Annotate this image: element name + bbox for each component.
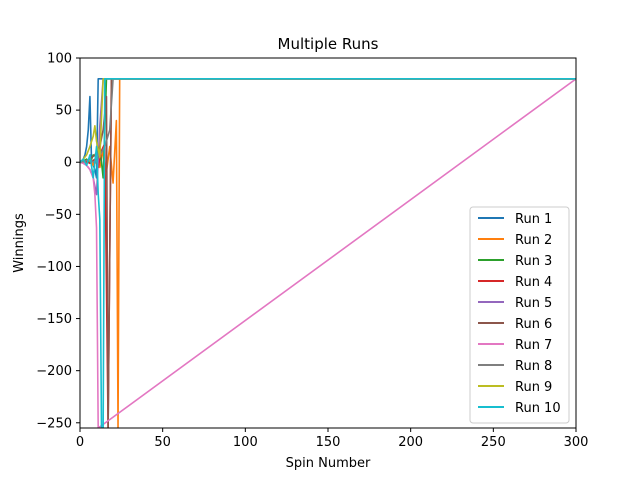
legend-label: Run 10	[515, 401, 561, 416]
y-tick-label: −250	[36, 416, 72, 431]
y-tick-label: −150	[36, 312, 72, 327]
legend-label: Run 7	[515, 338, 552, 353]
x-tick-label: 250	[481, 435, 506, 450]
y-tick-label: 100	[47, 52, 72, 67]
x-tick-label: 0	[76, 435, 84, 450]
legend-label: Run 2	[515, 233, 552, 248]
x-tick-label: 50	[154, 435, 171, 450]
legend-label: Run 4	[515, 275, 552, 290]
legend-label: Run 3	[515, 254, 552, 269]
legend-label: Run 6	[515, 317, 552, 332]
y-axis: −250 −200 −150 −100 −50 0 50 100	[36, 52, 80, 431]
x-axis-label: Spin Number	[286, 456, 371, 471]
x-tick-label: 100	[233, 435, 258, 450]
legend-label: Run 8	[515, 359, 552, 374]
legend-label: Run 9	[515, 380, 552, 395]
series-layer	[80, 78, 576, 428]
y-tick-label: −200	[36, 364, 72, 379]
y-tick-label: 50	[55, 104, 72, 119]
chart-title: Multiple Runs	[278, 35, 379, 53]
x-tick-label: 300	[564, 435, 589, 450]
legend-label: Run 1	[515, 212, 552, 227]
series-line-10	[80, 78, 576, 428]
x-axis: 0 50 100 150 200 250 300	[76, 428, 589, 450]
y-tick-label: 0	[64, 156, 72, 171]
x-tick-label: 150	[316, 435, 341, 450]
y-tick-label: −100	[36, 260, 72, 275]
legend-label: Run 5	[515, 296, 552, 311]
y-tick-label: −50	[45, 208, 72, 223]
legend: Run 1 Run 2 Run 3 Run 4 Run 5 Run 6 Run 7 Run 8…	[469, 206, 570, 424]
x-tick-label: 200	[398, 435, 423, 450]
y-axis-label: Winnings	[12, 213, 27, 273]
series-line-9	[80, 78, 576, 163]
